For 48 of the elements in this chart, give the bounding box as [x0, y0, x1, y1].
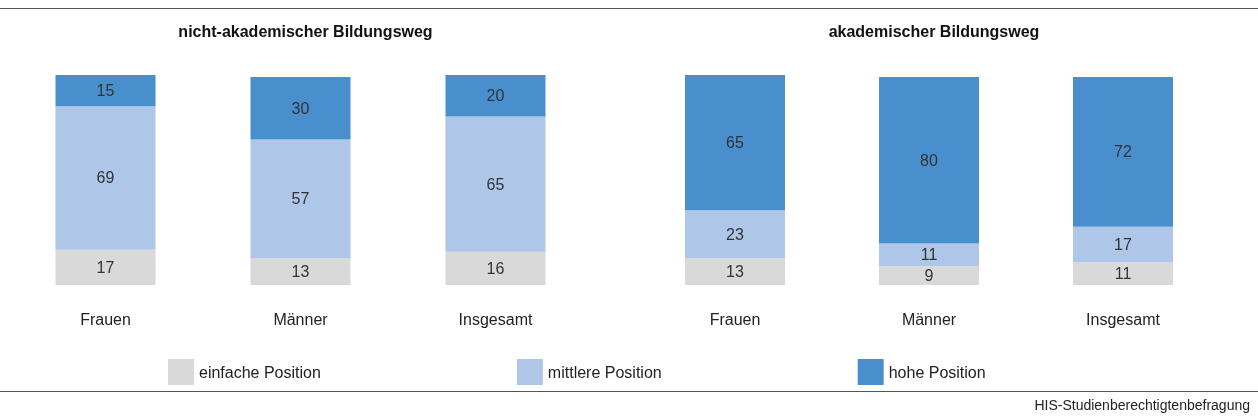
bar	[445, 251, 546, 285]
data-label: 65	[486, 175, 505, 193]
x-tick-label: Frauen	[709, 310, 761, 328]
chart-title: akademischer Bildungsweg	[828, 22, 1040, 40]
x-tick-label: Männer	[901, 310, 957, 328]
bar	[1073, 226, 1173, 263]
x-tick-label: Insgesamt	[458, 310, 533, 328]
legend-label: hohe Position	[888, 363, 986, 381]
bar	[250, 77, 351, 140]
data-label: 72	[1114, 143, 1132, 161]
bar	[250, 139, 351, 258]
data-label: 20	[486, 87, 505, 105]
x-tick-label: Frauen	[80, 310, 131, 328]
bar	[445, 116, 546, 252]
bar	[685, 75, 785, 211]
bar	[445, 75, 546, 117]
bar	[55, 249, 156, 285]
data-label: 13	[726, 262, 744, 280]
data-label: 13	[291, 262, 310, 280]
data-label: 65	[726, 134, 744, 152]
data-label: 9	[924, 267, 934, 285]
data-label: 30	[291, 99, 310, 117]
legend-label: mittlere Position	[547, 363, 662, 381]
bar	[685, 257, 785, 285]
data-label: 17	[1114, 235, 1132, 253]
data-label: 15	[96, 82, 115, 100]
bar	[1073, 77, 1173, 227]
legend-label: einfache Position	[199, 363, 321, 381]
data-label: 11	[1114, 265, 1132, 283]
text: HIS-Studienberechtigtenbefragung	[1034, 397, 1250, 413]
data-label: 11	[920, 246, 938, 264]
x-tick-label: Insgesamt	[1086, 310, 1161, 328]
data-label: 16	[486, 259, 505, 277]
bar	[55, 75, 156, 107]
data-label: 17	[96, 258, 115, 276]
bar	[55, 106, 156, 250]
chart-title: nicht-akademischer Bildungsweg	[178, 22, 433, 40]
x-tick-label: Männer	[273, 310, 329, 328]
bar	[1073, 262, 1173, 285]
bar	[685, 210, 785, 258]
data-label: 80	[920, 151, 938, 169]
bar	[879, 77, 979, 244]
bar	[879, 266, 979, 285]
data-label: 23	[726, 225, 744, 243]
bar	[250, 257, 351, 285]
bar	[879, 243, 979, 267]
data-label: 69	[96, 169, 115, 187]
data-label: 57	[291, 190, 310, 208]
